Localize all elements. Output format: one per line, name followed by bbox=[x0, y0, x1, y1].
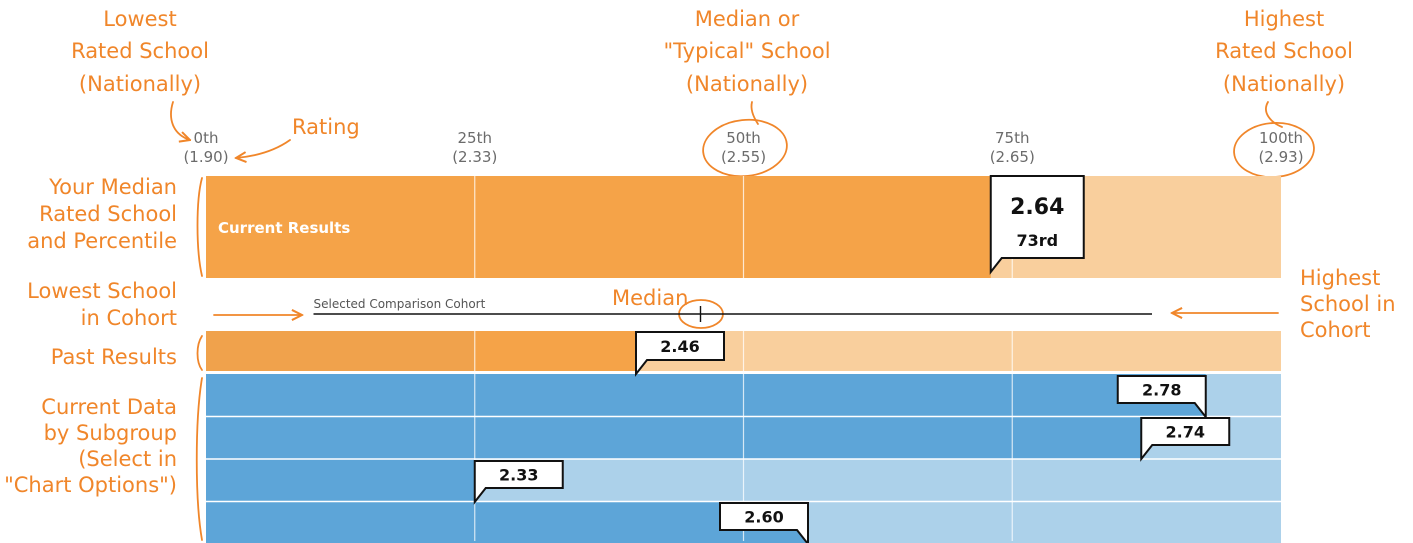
current-results-label: Current Results bbox=[218, 219, 350, 237]
subgroup-callout-box bbox=[1116, 375, 1207, 420]
subgroup-bar-fill bbox=[206, 459, 475, 502]
highest-rated-arrow bbox=[1265, 101, 1283, 128]
median-tick-circle bbox=[702, 118, 788, 178]
subgroup-callout-box bbox=[719, 502, 809, 543]
annotation-line: Cohort bbox=[1300, 318, 1371, 342]
lowest-rated-arrow bbox=[170, 101, 190, 140]
annotation-median-typical: Median or "Typical" School (Nationally) bbox=[663, 7, 830, 96]
annotation-line: Lowest School bbox=[27, 279, 177, 303]
tick-rating-label: (2.65) bbox=[990, 148, 1035, 166]
annotation-line: (Nationally) bbox=[1223, 72, 1345, 96]
annotation-line: and Percentile bbox=[27, 229, 177, 253]
x-axis: 0th(1.90) 25th(2.33) 50th(2.55) 75th(2.65) 1… bbox=[183, 129, 1303, 166]
subgroup-bar-fill bbox=[206, 416, 1142, 459]
annotation-line: Highest bbox=[1244, 7, 1324, 31]
subgroup-bar-fill bbox=[206, 501, 808, 543]
cohort-label: Selected Comparison Cohort bbox=[314, 297, 486, 311]
annotation-line: "Chart Options") bbox=[4, 473, 177, 497]
annotation-highest-cohort: Highest School in Cohort bbox=[1300, 266, 1396, 342]
tick-label: 100th bbox=[1259, 129, 1303, 147]
tick-rating-label: (2.55) bbox=[721, 148, 766, 166]
subgroup-callout: 2.74 bbox=[1140, 417, 1231, 462]
tick-label: 50th bbox=[726, 129, 760, 147]
tick-label: 25th bbox=[458, 129, 492, 147]
your-median-bracket bbox=[196, 177, 203, 277]
cohort-range: Selected Comparison Cohort bbox=[313, 297, 1152, 322]
current-results-callout-value: 2.64 bbox=[1010, 195, 1064, 220]
annotation-line: Your Median bbox=[48, 175, 177, 199]
bars bbox=[206, 176, 1281, 543]
annotation-line: "Typical" School bbox=[663, 39, 830, 63]
tick-rating-label: (1.90) bbox=[183, 148, 228, 166]
annotation-lowest-rated: Lowest Rated School (Nationally) bbox=[71, 7, 209, 96]
subgroup-callout: 2.60 bbox=[719, 502, 809, 543]
annotation-line: Highest bbox=[1300, 266, 1380, 290]
past-results-callout-box bbox=[635, 331, 725, 377]
median-typical-arrow bbox=[750, 101, 759, 125]
annotation-past-results: Past Results bbox=[51, 345, 177, 369]
tick-rating-label: (2.93) bbox=[1258, 148, 1303, 166]
annotation-line: (Select in bbox=[78, 447, 177, 471]
annotation-your-median: Your Median Rated School and Percentile bbox=[27, 175, 177, 253]
annotation-line: Lowest bbox=[103, 7, 176, 31]
subgroup-callout-value: 2.78 bbox=[1142, 380, 1181, 399]
past-results-callout-value: 2.46 bbox=[660, 337, 699, 356]
annotation-line: Current Data bbox=[41, 395, 177, 419]
past-results-bracket bbox=[196, 335, 203, 371]
annotation-strokes bbox=[170, 101, 1315, 541]
annotation-line: Median or bbox=[695, 7, 800, 31]
annotation-lowest-cohort: Lowest School in Cohort bbox=[27, 279, 177, 330]
subgroup-callout-box bbox=[1140, 417, 1231, 462]
subgroup-bar-fill bbox=[206, 374, 1206, 417]
annotation-current-subgroup: Current Data by Subgroup (Select in "Cha… bbox=[4, 395, 177, 497]
annotation-line: Rated School bbox=[1215, 39, 1353, 63]
tick-rating-label: (2.33) bbox=[452, 148, 497, 166]
subgroup-callout-value: 2.60 bbox=[744, 507, 783, 526]
subgroup-callout: 2.33 bbox=[473, 460, 564, 505]
annotation-line: (Nationally) bbox=[79, 72, 201, 96]
subgroup-callout-value: 2.74 bbox=[1166, 422, 1205, 441]
current-results-bar-fill bbox=[206, 176, 991, 278]
subgroup-callout: 2.78 bbox=[1116, 375, 1207, 420]
rating-arrow bbox=[236, 139, 291, 158]
current-results-callout-percentile: 73rd bbox=[1016, 231, 1058, 250]
subgroup-callout-value: 2.33 bbox=[499, 465, 538, 484]
annotation-line: by Subgroup bbox=[44, 421, 177, 445]
annotation-line: School in bbox=[1300, 292, 1396, 316]
annotation-line: Rated School bbox=[71, 39, 209, 63]
annotation-highest-rated: Highest Rated School (Nationally) bbox=[1215, 7, 1353, 96]
subgroup-bracket bbox=[195, 377, 203, 541]
callouts: 2.64 73rd 2.46 2.78 2.74 2.33 2.60 bbox=[473, 175, 1231, 543]
annotation-line: (Nationally) bbox=[686, 72, 808, 96]
tick-label: 75th bbox=[995, 129, 1029, 147]
current-results-callout-box bbox=[989, 175, 1085, 275]
subgroup-callout-box bbox=[473, 460, 564, 505]
current-results-callout: 2.64 73rd bbox=[989, 175, 1085, 275]
annotation-rating: Rating bbox=[292, 115, 360, 139]
tick-label: 0th bbox=[194, 129, 219, 147]
past-results-callout: 2.46 bbox=[635, 331, 725, 377]
past-results-shade bbox=[206, 331, 475, 371]
annotation-line: Rated School bbox=[39, 202, 177, 226]
annotation-line: in Cohort bbox=[81, 306, 177, 330]
annotation-median: Median bbox=[612, 286, 688, 310]
